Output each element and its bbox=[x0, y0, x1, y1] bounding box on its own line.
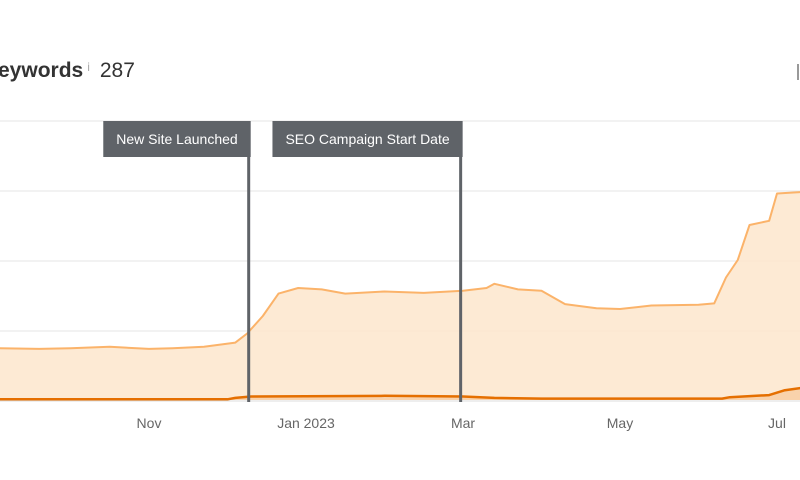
series-line-1 bbox=[0, 386, 800, 401]
chart-title: eywords bbox=[0, 59, 84, 82]
x-tick-label: Jul bbox=[768, 415, 786, 431]
x-tick-label: Mar bbox=[451, 415, 475, 431]
x-tick-label: May bbox=[607, 415, 633, 431]
series-line-0 bbox=[0, 191, 800, 350]
annotation-box bbox=[272, 121, 463, 157]
annotation-label: SEO Campaign Start Date bbox=[285, 131, 449, 147]
annotation-box bbox=[103, 121, 251, 157]
x-tick-label: Nov bbox=[137, 415, 162, 431]
keyword-count: 287 bbox=[99, 59, 135, 82]
info-icon[interactable]: i bbox=[87, 60, 90, 74]
chart-header: eywords i 287 bbox=[0, 59, 135, 83]
x-tick-label: Jan 2023 bbox=[277, 415, 335, 431]
series-area-0 bbox=[0, 192, 800, 400]
annotation-label: New Site Launched bbox=[116, 131, 237, 147]
truncated-control[interactable] bbox=[797, 64, 799, 80]
